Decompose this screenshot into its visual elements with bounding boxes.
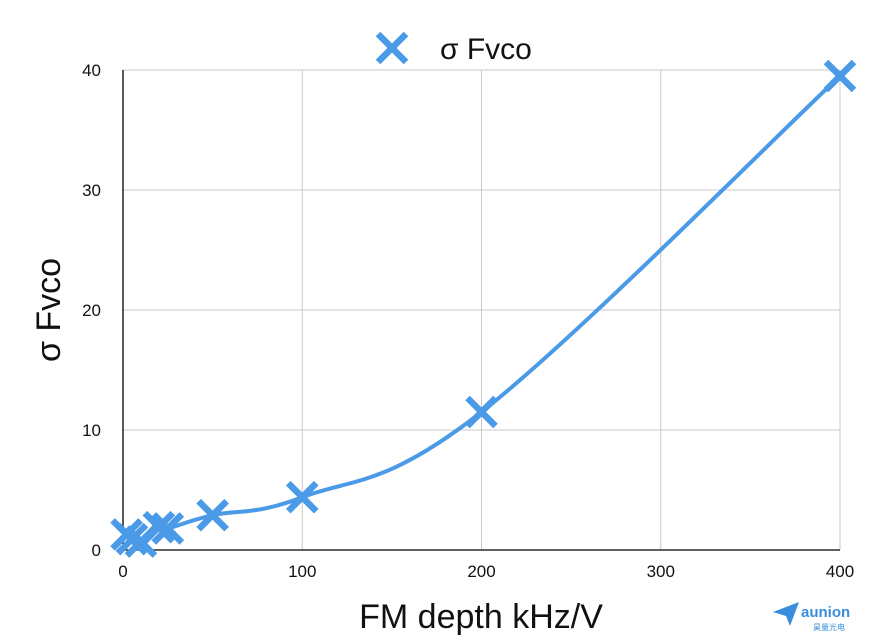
series-line — [124, 74, 842, 545]
data-point-marker — [823, 59, 857, 93]
data-point-marker — [285, 480, 319, 514]
data-point-marker — [151, 512, 185, 545]
legend-label: σ Fvco — [440, 33, 532, 66]
watermark-brand: aunion — [801, 604, 850, 621]
data-point-marker — [465, 395, 498, 429]
y-tick-labels: 0 10 20 30 40 — [82, 61, 101, 560]
x-tick-label: 0 — [118, 562, 127, 581]
legend-x-mark — [375, 31, 409, 65]
data-point-marker — [196, 498, 229, 532]
x-tick-labels: 0 100 200 300 400 — [118, 562, 854, 581]
y-axis-title: σ Fvco — [30, 258, 68, 362]
series-markers — [110, 59, 857, 558]
data-point-marker — [142, 510, 176, 544]
y-tick-label: 40 — [82, 61, 101, 80]
paper-plane-icon — [773, 602, 799, 626]
y-tick-label: 20 — [82, 301, 101, 320]
legend-marker-icon — [375, 31, 409, 65]
y-tick-label: 0 — [92, 541, 101, 560]
x-tick-label: 100 — [288, 562, 316, 581]
y-tick-label: 10 — [82, 421, 101, 440]
x-axis-title: FM depth kHz/V — [359, 598, 603, 636]
data-point-marker — [115, 522, 149, 556]
grid — [122, 69, 841, 551]
x-tick-label: 400 — [826, 562, 854, 581]
x-tick-label: 200 — [467, 562, 495, 581]
x-tick-label: 300 — [647, 562, 675, 581]
axes — [122, 70, 840, 551]
y-tick-label: 30 — [82, 181, 101, 200]
watermark-logo: aunion 昊量光电 — [773, 602, 850, 632]
legend: σ Fvco — [375, 31, 532, 66]
watermark-sub: 昊量光电 — [813, 622, 845, 632]
